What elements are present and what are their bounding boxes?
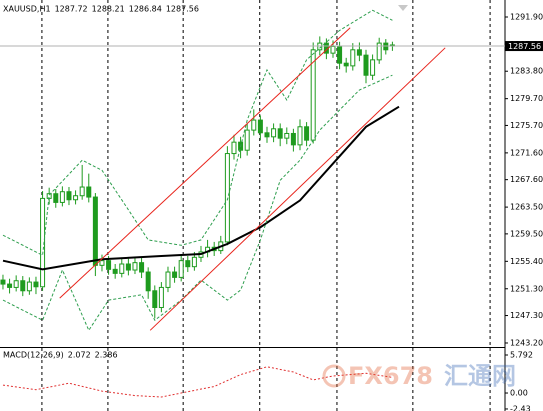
header-value: 1288.21 bbox=[92, 5, 125, 14]
y-tick-label: 1267.60 bbox=[510, 175, 543, 184]
candle-body bbox=[290, 132, 296, 146]
indicator-line bbox=[149, 47, 446, 331]
candle-body bbox=[304, 126, 310, 141]
candle-body bbox=[191, 256, 197, 268]
candle-body bbox=[152, 290, 158, 309]
candle-body bbox=[172, 271, 178, 278]
watermark: FX678 汇通网 bbox=[322, 362, 516, 390]
y-tick-label: 5.792 bbox=[510, 351, 533, 360]
candle-body bbox=[92, 196, 98, 266]
last-price-label: 1287.56 bbox=[508, 42, 541, 51]
y-tick-label: 1263.50 bbox=[510, 203, 543, 212]
candle-body bbox=[337, 45, 343, 64]
candle-body bbox=[112, 268, 118, 274]
candle-body bbox=[20, 280, 26, 292]
candle-body bbox=[251, 119, 257, 131]
candle-body bbox=[26, 281, 32, 292]
header-value: 2.386 bbox=[95, 351, 118, 360]
candle-body bbox=[79, 186, 85, 197]
y-tick-label: -2.43 bbox=[510, 404, 531, 411]
y-tick-label: 1251.30 bbox=[510, 284, 543, 293]
candle-body bbox=[330, 45, 336, 54]
macd-signal-line bbox=[2, 366, 393, 398]
indicator-line bbox=[2, 74, 393, 332]
indicator-line bbox=[59, 27, 351, 299]
candle-body bbox=[53, 193, 59, 203]
candle-body bbox=[7, 283, 13, 288]
indicator-line bbox=[2, 9, 393, 257]
candle-body bbox=[40, 197, 46, 288]
candle-body bbox=[277, 128, 283, 139]
candle-body bbox=[99, 260, 105, 266]
symbol: XAUUSD,H1 bbox=[3, 5, 51, 14]
header-value: 1287.72 bbox=[55, 5, 88, 14]
candle-body bbox=[178, 260, 184, 278]
y-tick-label: 1259.50 bbox=[510, 229, 543, 238]
candle-body bbox=[376, 42, 382, 61]
candle-body bbox=[119, 263, 125, 274]
indicator-line bbox=[2, 105, 400, 271]
candle-body bbox=[257, 119, 263, 134]
y-tick-label: 1243.20 bbox=[510, 338, 543, 347]
indicator-title: MACD(12,26,9) bbox=[3, 351, 64, 360]
candle-body bbox=[0, 279, 6, 285]
candle-body bbox=[185, 260, 191, 268]
y-tick-label: 1279.70 bbox=[510, 94, 543, 103]
candle-body bbox=[350, 49, 356, 67]
y-tick-label: 1255.40 bbox=[510, 257, 543, 266]
candle-body bbox=[165, 271, 171, 288]
candle-body bbox=[125, 263, 131, 271]
candle-body bbox=[356, 49, 362, 56]
y-tick-label: 1291.90 bbox=[510, 13, 543, 22]
candle-body bbox=[158, 286, 164, 309]
candle-body bbox=[370, 59, 376, 76]
candle-body bbox=[33, 281, 39, 288]
candle-body bbox=[13, 280, 19, 288]
candle-body bbox=[271, 128, 277, 138]
y-tick-label: 1275.70 bbox=[510, 121, 543, 130]
candle-body bbox=[106, 260, 112, 270]
candle-body bbox=[297, 126, 303, 146]
y-tick-label: 1247.30 bbox=[510, 311, 543, 320]
watermark-text: FX678 bbox=[348, 362, 433, 390]
header-value: 1287.56 bbox=[166, 5, 199, 14]
candle-body bbox=[66, 191, 72, 201]
last-price-box bbox=[505, 41, 543, 52]
candle-body bbox=[244, 129, 250, 151]
y-tick-label: 0.00 bbox=[510, 389, 528, 398]
candle-body bbox=[264, 132, 270, 138]
watermark-logo bbox=[322, 364, 346, 388]
candle-body bbox=[231, 141, 237, 155]
candle-body bbox=[145, 271, 151, 292]
shift-marker bbox=[398, 5, 408, 11]
candle-body bbox=[132, 262, 138, 271]
candle-body bbox=[343, 62, 349, 67]
candle-body bbox=[363, 54, 369, 76]
y-tick-label: 1271.60 bbox=[510, 148, 543, 157]
candle-body bbox=[86, 186, 92, 198]
header-value: 1286.84 bbox=[129, 5, 162, 14]
candle-body bbox=[73, 195, 79, 201]
y-tick-label: 1283.80 bbox=[510, 67, 543, 76]
header-value: 2.072 bbox=[68, 351, 91, 360]
candle-body bbox=[59, 191, 65, 203]
watermark-text: 汇通网 bbox=[444, 362, 516, 390]
candle-body bbox=[284, 132, 290, 139]
candle-body bbox=[139, 262, 145, 273]
